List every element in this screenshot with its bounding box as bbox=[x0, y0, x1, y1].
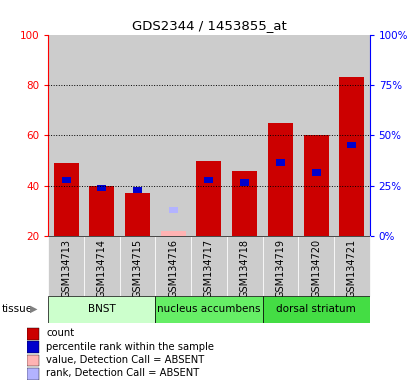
Bar bbox=[48, 35, 84, 236]
Title: GDS2344 / 1453855_at: GDS2344 / 1453855_at bbox=[131, 19, 286, 32]
Text: ▶: ▶ bbox=[30, 304, 38, 314]
Bar bbox=[97, 184, 106, 191]
Text: GSM134721: GSM134721 bbox=[347, 239, 357, 298]
Bar bbox=[27, 368, 39, 380]
Text: GSM134719: GSM134719 bbox=[276, 239, 285, 298]
Text: percentile rank within the sample: percentile rank within the sample bbox=[46, 341, 214, 352]
Bar bbox=[161, 231, 186, 236]
Bar bbox=[197, 161, 221, 236]
Bar bbox=[304, 136, 328, 236]
FancyBboxPatch shape bbox=[262, 236, 298, 296]
Bar bbox=[169, 207, 178, 214]
Bar bbox=[84, 35, 120, 236]
Bar bbox=[262, 35, 298, 236]
FancyBboxPatch shape bbox=[334, 236, 370, 296]
Text: nucleus accumbens: nucleus accumbens bbox=[157, 304, 261, 314]
Bar bbox=[89, 186, 114, 236]
Text: GSM134716: GSM134716 bbox=[168, 239, 178, 298]
Bar bbox=[125, 193, 150, 236]
Text: count: count bbox=[46, 328, 74, 338]
Text: BNST: BNST bbox=[88, 304, 116, 314]
Bar bbox=[339, 78, 364, 236]
Bar bbox=[48, 296, 155, 323]
Bar bbox=[268, 123, 293, 236]
Bar bbox=[120, 35, 155, 236]
Bar bbox=[262, 296, 370, 323]
Bar bbox=[334, 35, 370, 236]
Bar bbox=[205, 177, 213, 183]
Bar bbox=[227, 35, 262, 236]
FancyBboxPatch shape bbox=[227, 236, 262, 296]
Bar bbox=[191, 35, 227, 236]
Bar bbox=[312, 169, 320, 176]
Bar bbox=[240, 179, 249, 186]
Text: GSM134714: GSM134714 bbox=[97, 239, 107, 298]
FancyBboxPatch shape bbox=[48, 236, 84, 296]
FancyBboxPatch shape bbox=[120, 236, 155, 296]
Bar bbox=[155, 35, 191, 236]
Text: GSM134718: GSM134718 bbox=[240, 239, 249, 298]
Text: tissue: tissue bbox=[2, 304, 33, 314]
Bar bbox=[133, 187, 142, 193]
Text: GSM134715: GSM134715 bbox=[133, 239, 142, 298]
Text: rank, Detection Call = ABSENT: rank, Detection Call = ABSENT bbox=[46, 368, 200, 379]
FancyBboxPatch shape bbox=[298, 236, 334, 296]
Bar bbox=[276, 159, 285, 166]
Bar bbox=[27, 341, 39, 353]
Text: GSM134717: GSM134717 bbox=[204, 239, 214, 298]
Bar bbox=[298, 35, 334, 236]
Bar bbox=[232, 170, 257, 236]
Text: value, Detection Call = ABSENT: value, Detection Call = ABSENT bbox=[46, 355, 205, 365]
FancyBboxPatch shape bbox=[191, 236, 227, 296]
FancyBboxPatch shape bbox=[84, 236, 120, 296]
Text: GSM134713: GSM134713 bbox=[61, 239, 71, 298]
FancyBboxPatch shape bbox=[155, 236, 191, 296]
Bar bbox=[347, 142, 356, 148]
Text: GSM134720: GSM134720 bbox=[311, 239, 321, 298]
Bar bbox=[54, 163, 79, 236]
Bar bbox=[27, 355, 39, 366]
Text: dorsal striatum: dorsal striatum bbox=[276, 304, 356, 314]
Bar bbox=[62, 177, 71, 183]
Bar bbox=[27, 328, 39, 339]
Bar bbox=[155, 296, 262, 323]
